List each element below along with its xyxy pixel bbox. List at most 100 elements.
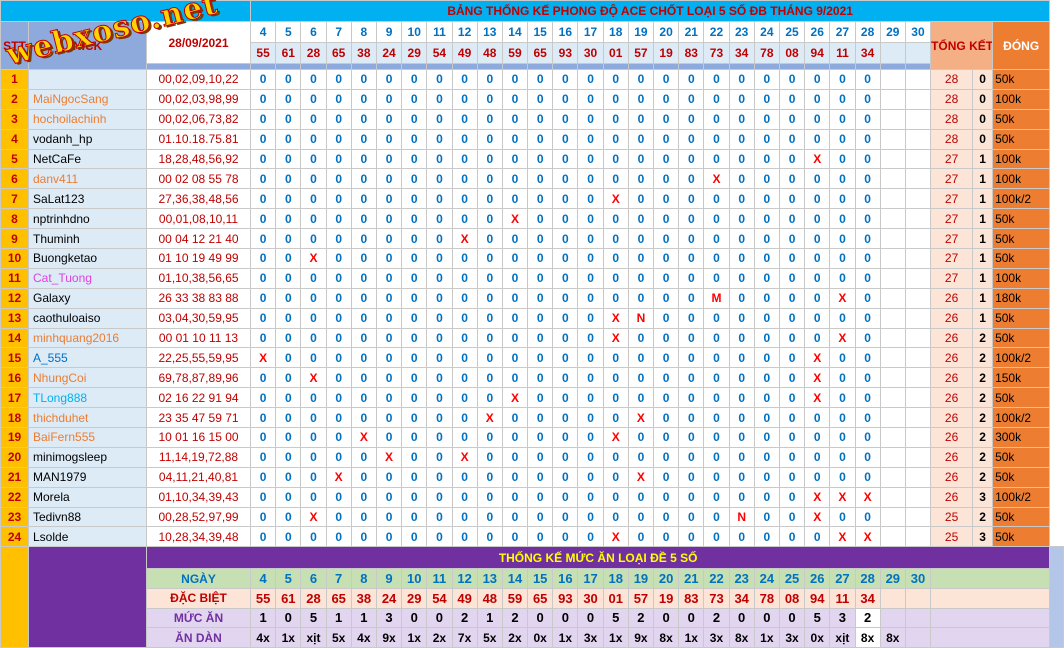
day-header: 18 (602, 21, 629, 43)
day-cell: 0 (501, 228, 529, 250)
day-cell: 0 (678, 427, 705, 448)
day-cell: 0 (829, 506, 856, 528)
day-cell: 0 (401, 367, 428, 389)
day-cell: 0 (653, 506, 680, 528)
day-cell: 0 (653, 526, 680, 548)
day-result: 29 (401, 42, 428, 64)
day-cell: 0 (250, 506, 277, 528)
summary-muc-an-cell (879, 607, 906, 629)
row-stt: 8 (0, 208, 29, 230)
day-cell: N (627, 307, 655, 329)
day-cell: 0 (627, 427, 655, 448)
day-header: 24 (753, 21, 780, 43)
day-cell: 0 (678, 446, 705, 468)
table-row: 14 minhquang2016 00 01 10 11 13 0 0 0 0 0 0 0 0 0 0 0… (0, 327, 1064, 349)
day-cell: 0 (250, 88, 277, 110)
header-spacer (501, 63, 529, 70)
table-row: 19 BaiFern555 10 01 16 15 00 0 0 0 0 X 0 0 0 0 0 0 0 0 0… (0, 427, 1064, 448)
day-cell (879, 228, 906, 250)
day-cell: 0 (527, 128, 554, 150)
summary-muc-an-cell: 2 (451, 607, 478, 629)
day-cell: 0 (300, 69, 327, 90)
row-dong: 50k (992, 327, 1051, 349)
row-dong: 100k/2 (992, 486, 1051, 508)
day-cell: 0 (678, 228, 705, 250)
summary-dac-biet-cell (879, 587, 906, 609)
day-cell: 0 (854, 128, 881, 150)
row-tong: 26 (930, 367, 974, 389)
day-cell: 0 (602, 88, 629, 110)
day-cell: 0 (375, 248, 403, 269)
row-dong: 50k (992, 108, 1051, 130)
day-cell: 0 (275, 367, 302, 389)
day-cell: 0 (602, 446, 629, 468)
day-cell: 0 (602, 367, 629, 389)
day-cell: 0 (678, 168, 705, 190)
day-cell: 0 (451, 188, 478, 210)
row-tong: 28 (930, 128, 974, 150)
day-cell: 0 (476, 367, 503, 389)
table-row: 12 Galaxy 26 33 38 83 88 0 0 0 0 0 0 0 0 0 0 0 0 0 0 0 0 0 0… (0, 287, 1064, 309)
day-cell: 0 (577, 367, 604, 389)
day-cell: 0 (753, 427, 780, 448)
summary-muc-an-cell: 1 (325, 607, 352, 629)
summary-stt (0, 546, 29, 648)
day-cell: 0 (476, 188, 503, 210)
day-cell: 0 (552, 307, 579, 329)
day-cell: 0 (602, 267, 629, 289)
summary-ngay-cell: 17 (577, 568, 604, 589)
day-result: 59 (501, 42, 529, 64)
day-cell: 0 (627, 108, 655, 130)
row-numbers: 00,02,06,73,82 (145, 108, 252, 130)
day-cell (879, 69, 906, 90)
day-cell: 0 (275, 526, 302, 548)
summary-muc-an-pad (930, 607, 1051, 629)
row-ket: 1 (972, 228, 994, 250)
day-cell: 0 (753, 69, 780, 90)
day-cell: 0 (778, 427, 806, 448)
row-stt: 3 (0, 108, 29, 130)
day-cell: 0 (753, 347, 780, 369)
summary-dac-biet-cell: 24 (375, 587, 403, 609)
day-cell: 0 (375, 228, 403, 250)
day-cell: 0 (401, 267, 428, 289)
day-cell: 0 (829, 208, 856, 230)
summary-dac-biet-cell: 55 (250, 587, 277, 609)
day-cell: 0 (653, 367, 680, 389)
day-cell: 0 (829, 407, 856, 429)
summary-right (1049, 546, 1064, 648)
day-cell: 0 (375, 526, 403, 548)
day-cell: 0 (501, 108, 529, 130)
summary-ngay-pad (930, 568, 1051, 589)
day-result: 08 (778, 42, 806, 64)
day-header: 8 (350, 21, 377, 43)
day-result: 78 (753, 42, 780, 64)
day-cell: 0 (552, 347, 579, 369)
summary-muc-an-cell (904, 607, 932, 629)
day-cell: 0 (476, 526, 503, 548)
day-cell: 0 (426, 108, 453, 130)
day-cell: 0 (350, 506, 377, 528)
day-cell: 0 (350, 188, 377, 210)
day-cell: 0 (804, 128, 831, 150)
day-cell: X (854, 526, 881, 548)
day-cell: 0 (778, 69, 806, 90)
day-cell: 0 (829, 69, 856, 90)
day-cell: 0 (325, 128, 352, 150)
row-stt: 2 (0, 88, 29, 110)
row-dong: 50k (992, 307, 1051, 329)
day-cell: 0 (778, 466, 806, 488)
day-cell (879, 407, 906, 429)
day-cell: 0 (451, 506, 478, 528)
day-header: 16 (552, 21, 579, 43)
day-cell: 0 (501, 188, 529, 210)
day-cell: 0 (678, 347, 705, 369)
row-dong: 50k (992, 208, 1051, 230)
day-cell: 0 (854, 228, 881, 250)
table-row: 11 Cat_Tuong 01,10,38,56,65 0 0 0 0 0 0 0 0 0 0 0 0 0 0 0… (0, 267, 1064, 289)
day-cell: 0 (627, 446, 655, 468)
day-cell: X (854, 486, 881, 508)
day-cell: 0 (275, 69, 302, 90)
day-cell: 0 (501, 407, 529, 429)
day-cell: 0 (653, 188, 680, 210)
